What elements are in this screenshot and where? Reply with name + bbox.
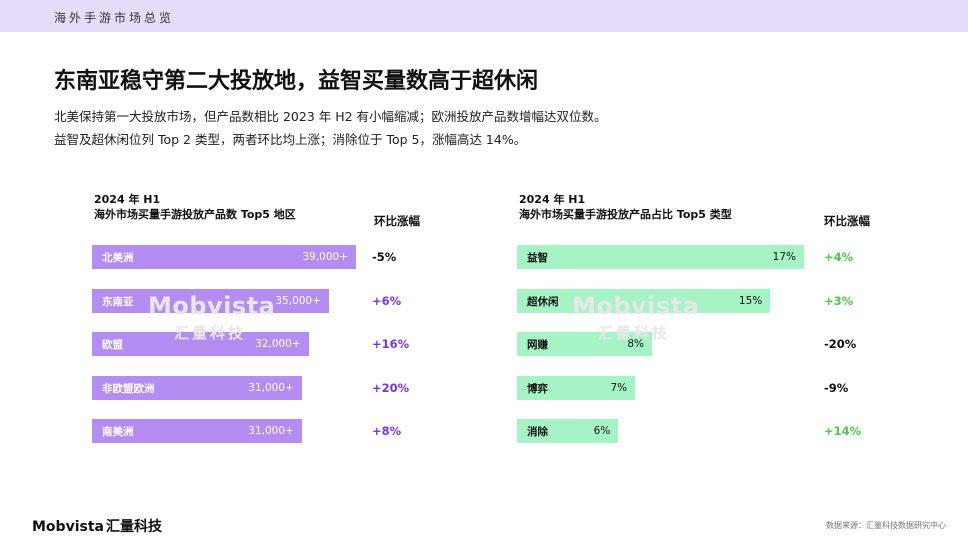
brand-logo: Mobvista 汇量科技: [32, 516, 162, 536]
left-bar-value-label: 39,000+: [302, 251, 348, 263]
right-change-header: 环比涨幅: [824, 214, 870, 228]
right-change-value: -20%: [824, 337, 857, 351]
right-bar: 消除 6%: [517, 419, 619, 443]
top-bar: 海外手游市场总览: [0, 0, 968, 32]
right-change-value: -9%: [824, 380, 849, 395]
right-chart-title: 2024 年 H1 海外市场买量手游投放产品占比 Top5 类型: [519, 192, 732, 222]
watermark-right-sub: 汇量科技: [597, 324, 670, 342]
left-change-header: 环比涨幅: [374, 214, 420, 228]
right-bar: 超休闲 15%: [517, 288, 771, 313]
right-bar: 益智 17%: [517, 245, 804, 269]
left-chart-title-line2: 海外市场买量手游投放产品数 Top5 地区: [94, 208, 296, 221]
right-bar: 网赚 8%: [517, 332, 653, 356]
watermark-left-main: Mobvista: [148, 292, 276, 320]
right-bar: 博弈 7%: [517, 375, 636, 400]
data-source: 数据来源：汇量科技数据研究中心: [826, 521, 946, 530]
left-bar-category: 东南亚: [102, 295, 134, 308]
right-bar-category: 超休闲: [527, 295, 559, 308]
brand-logo-cn: 汇量科技: [105, 519, 162, 535]
watermark-left-sub: 汇量科技: [173, 324, 246, 342]
right-bar-value-label: 17%: [772, 251, 796, 263]
right-bar-value-label: 8%: [627, 338, 645, 350]
watermark-right-main: Mobvista: [572, 292, 700, 320]
right-bar-value-label: 6%: [593, 425, 611, 437]
left-bar-category: 北美洲: [102, 252, 134, 264]
left-bar: 非欧盟欧洲 31,000+: [92, 375, 302, 400]
left-bar: 北美洲 39,000+: [92, 245, 356, 269]
left-bar: 东南亚 35,000+: [92, 288, 329, 313]
right-chart-title-line1: 2024 年 H1: [519, 193, 586, 206]
right-bar-category: 网赚: [527, 339, 548, 351]
left-bar: 欧盟 32,000+: [92, 332, 309, 356]
left-bar-value-label: 31,000+: [248, 425, 294, 437]
left-bar: 南美洲 31,000+: [92, 419, 302, 443]
right-change-value: +14%: [824, 424, 862, 438]
left-bar-value-label: 35,000+: [275, 294, 321, 307]
left-bar-category: 欧盟: [102, 339, 123, 351]
right-bar-value-label: 15%: [738, 294, 763, 307]
right-bar-category: 消除: [527, 426, 548, 438]
right-bar-category: 益智: [527, 252, 548, 264]
page-headline: 东南亚稳守第二大投放地，益智买量数高于超休闲: [54, 69, 539, 94]
brand-logo-en: Mobvista: [32, 519, 104, 535]
left-change-value: +6%: [372, 293, 402, 308]
watermark-left: Mobvista 汇量科技: [148, 292, 276, 343]
left-change-value: +8%: [372, 424, 402, 438]
right-chart-title-line2: 海外市场买量手游投放产品占比 Top5 类型: [519, 208, 732, 221]
right-change-value: +4%: [824, 250, 854, 264]
left-bar-category: 非欧盟欧洲: [102, 382, 155, 395]
right-bar-category: 博弈: [527, 382, 548, 395]
left-bar-value-label: 31,000+: [248, 381, 294, 394]
left-change-value: -5%: [372, 250, 397, 264]
left-change-value: +16%: [372, 337, 410, 351]
left-chart-title: 2024 年 H1 海外市场买量手游投放产品数 Top5 地区: [94, 192, 296, 222]
right-change-value: +3%: [824, 293, 854, 308]
left-change-value: +20%: [372, 380, 410, 395]
right-bar-value-label: 7%: [610, 381, 628, 394]
left-chart-title-line1: 2024 年 H1: [94, 193, 161, 206]
subtitle-line-1: 北美保持第一大投放市场，但产品数相比 2023 年 H2 有小幅缩减；欧洲投放产…: [54, 109, 607, 124]
left-bar-category: 南美洲: [102, 426, 134, 438]
subtitle-line-2: 益智及超休闲位列 Top 2 类型，两者环比均上涨；消除位于 Top 5，涨幅高…: [54, 132, 527, 147]
section-title: 海外手游市场总览: [54, 11, 175, 25]
watermark-right: Mobvista 汇量科技: [572, 292, 700, 343]
left-bar-value-label: 32,000+: [255, 338, 301, 350]
